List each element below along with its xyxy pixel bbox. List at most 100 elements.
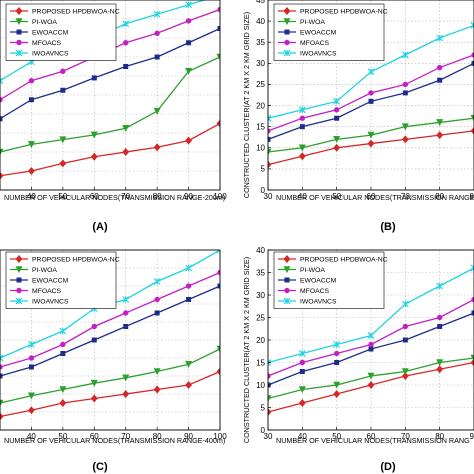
legend-marker-3 [284, 29, 290, 35]
y-tick-label: 5 [261, 403, 266, 412]
data-point-series-2 [185, 360, 193, 368]
x-axis-label: NUMBER OF VEHICULAR NODES(TRANSMISSION R… [4, 436, 225, 445]
legend-marker-1 [15, 7, 23, 15]
x-tick-label: 40 [27, 432, 36, 441]
data-point-series-5 [185, 1, 192, 9]
data-point-series-4 [123, 40, 129, 46]
series-line-3 [0, 27, 220, 120]
data-point-series-5 [153, 278, 161, 285]
y-tick-label: 45 [256, 0, 265, 5]
data-point-series-5 [0, 77, 4, 85]
x-tick-label: 80 [435, 432, 444, 441]
legend-label-4: MFOACS [32, 288, 62, 295]
x-tick-label: 90 [184, 432, 193, 441]
data-point-series-2 [436, 119, 444, 127]
data-point-series-1 [153, 385, 161, 394]
data-point-series-3 [217, 26, 220, 31]
legend-label-5: IWOAVNCS [300, 50, 337, 57]
x-axis-label: NUMBER OF VEHICULAR NODES(TRANSMISSION R… [276, 436, 470, 445]
legend-label-1: PROPOSED HPDBWOA-NC [300, 8, 388, 15]
data-point-series-2 [59, 386, 67, 394]
data-point-series-2 [185, 67, 193, 75]
data-point-series-1 [436, 365, 444, 374]
legend-marker-5 [283, 297, 291, 305]
data-point-series-2 [122, 124, 130, 132]
data-point-series-4 [185, 18, 192, 24]
legend-label-5: IWOAVNCS [32, 50, 69, 57]
data-point-series-1 [59, 159, 67, 168]
legend-marker-2 [283, 18, 291, 26]
legend-label-2: PI-WOA [32, 19, 57, 26]
data-point-series-2 [27, 392, 35, 400]
data-point-series-1 [268, 160, 272, 169]
data-point-series-4 [402, 323, 409, 330]
x-tick-label: 80 [435, 192, 444, 201]
series-line-1 [0, 122, 220, 177]
data-point-series-4 [471, 52, 474, 58]
data-point-series-2 [216, 53, 220, 61]
data-point-series-3 [471, 310, 474, 316]
data-point-series-4 [268, 128, 271, 134]
data-point-series-1 [298, 152, 306, 161]
data-point-series-4 [217, 269, 220, 276]
panel-label: (A) [92, 221, 108, 233]
data-point-series-2 [27, 141, 35, 149]
data-point-series-2 [90, 131, 98, 139]
data-point-series-1 [185, 381, 192, 389]
x-tick-label: 50 [332, 432, 341, 441]
data-point-series-4 [185, 283, 192, 289]
legend-marker-4 [16, 39, 22, 46]
series-line-2 [0, 56, 220, 153]
data-point-series-4 [268, 373, 271, 379]
legend-label-2: PI-WOA [300, 267, 325, 274]
legend-label-2: PI-WOA [300, 19, 325, 26]
data-point-series-2 [216, 345, 220, 353]
data-point-series-2 [333, 136, 341, 144]
y-axis-label: CONSTRUCTED CLUSTER(AT 2 KM X 2 KM GRID … [242, 257, 251, 443]
data-point-series-1 [401, 372, 409, 380]
legend-marker-1 [283, 255, 291, 263]
data-point-series-5 [470, 264, 474, 272]
x-tick-label: 100 [213, 432, 227, 441]
data-point-series-2 [367, 372, 375, 380]
panel-label: (C) [92, 461, 108, 473]
panel-label: (B) [380, 221, 396, 233]
series-group [268, 21, 474, 169]
data-point-series-5 [298, 350, 306, 357]
x-axis-label: NUMBER OF VEHICULAR NODES(TRANSMISSION R… [276, 193, 474, 202]
data-point-series-4 [402, 81, 409, 88]
data-point-series-2 [298, 144, 306, 152]
data-point-series-3 [123, 64, 129, 69]
data-point-series-4 [123, 310, 129, 316]
data-point-series-1 [216, 367, 220, 376]
data-point-series-5 [28, 341, 35, 348]
data-point-series-4 [368, 90, 374, 96]
legend-marker-1 [15, 255, 23, 263]
y-tick-label: 35 [256, 38, 265, 47]
data-point-series-1 [0, 412, 4, 421]
x-tick-label: 50 [58, 432, 67, 441]
legend-marker-4 [284, 39, 290, 46]
data-point-series-1 [153, 143, 161, 152]
legend-label-4: MFOACS [300, 288, 330, 295]
data-point-series-5 [153, 10, 161, 18]
data-point-series-2 [268, 395, 272, 403]
x-axis-label: NUMBER OF VEHICULAR NODES(TRANSMISSION R… [4, 193, 225, 202]
series-line-4 [0, 271, 220, 368]
data-point-series-2 [470, 354, 474, 362]
series-line-2 [0, 348, 220, 404]
x-tick-label: 70 [121, 192, 130, 201]
x-tick-label: 40 [298, 432, 307, 441]
legend-label-3: EWOACCM [300, 277, 337, 284]
data-point-series-4 [60, 341, 66, 348]
data-point-series-4 [154, 30, 160, 36]
data-point-series-3 [437, 77, 443, 83]
legend-marker-5 [15, 297, 23, 305]
data-point-series-5 [401, 51, 409, 59]
data-point-series-1 [333, 390, 341, 398]
data-point-series-3 [60, 87, 66, 93]
data-point-series-3 [368, 98, 374, 104]
data-point-series-4 [217, 6, 220, 13]
legend-marker-3 [284, 277, 290, 283]
